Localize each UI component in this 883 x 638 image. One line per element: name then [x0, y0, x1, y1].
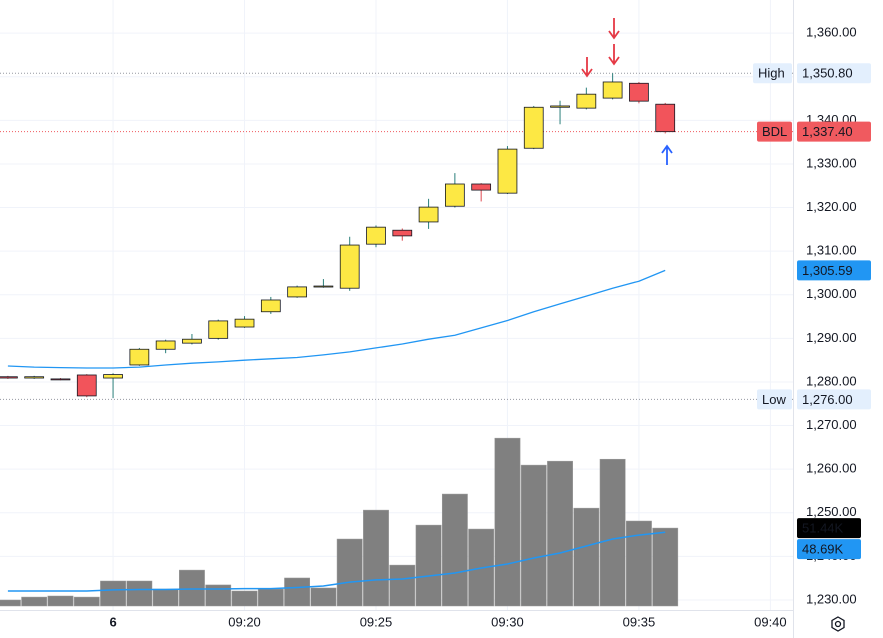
volume-bar — [47, 595, 74, 607]
volume-bar — [468, 528, 495, 607]
volume-ma-value-box — [797, 539, 861, 560]
y-tick-label: 1,320.00 — [806, 199, 857, 214]
candle-body — [445, 183, 465, 207]
candle-body — [155, 340, 176, 350]
signal-arrows — [581, 18, 673, 165]
candle-body — [392, 229, 413, 237]
candle-body — [550, 105, 570, 108]
sell-signal — [581, 18, 620, 78]
volume-bar — [310, 587, 337, 607]
last-label: BDL — [762, 124, 787, 139]
x-tick-label: 09:25 — [360, 614, 393, 629]
x-tick-label: 09:40 — [754, 614, 787, 629]
x-tick-label: 09:20 — [228, 614, 261, 629]
volume-bar — [179, 569, 205, 607]
ma-value-box — [797, 260, 871, 281]
y-tick-label: 1,360.00 — [806, 25, 857, 40]
volume-bar — [73, 596, 100, 607]
y-tick-label: 1,300.00 — [806, 286, 857, 301]
candle-body — [523, 106, 544, 149]
ma-value: 1,305.59 — [802, 263, 853, 278]
volume-bar — [573, 507, 600, 607]
candle-body — [655, 103, 676, 133]
volume-bar — [547, 460, 573, 607]
volume-bar — [152, 588, 179, 607]
candle-body — [182, 338, 202, 344]
high-value: 1,350.80 — [802, 66, 853, 81]
ma-line — [7, 269, 666, 369]
high-value-box — [797, 63, 871, 84]
volume-bar — [231, 590, 258, 607]
x-tick-label: 09:35 — [623, 614, 656, 629]
y-tick-label: 1,330.00 — [806, 155, 857, 170]
volume-bar — [100, 580, 126, 607]
volume-ma-line — [7, 531, 666, 592]
candle-body — [260, 299, 281, 313]
high-label: High — [758, 66, 785, 81]
low-label: Low — [762, 392, 786, 407]
low-value: 1,276.00 — [802, 392, 853, 407]
y-tick-label: 1,230.00 — [806, 591, 857, 606]
last-value-box — [797, 121, 871, 142]
candle-body — [129, 348, 150, 366]
volume-bar — [363, 509, 389, 607]
candle-body — [313, 285, 334, 288]
volume-value-box — [797, 518, 861, 539]
last-value: 1,337.40 — [802, 124, 853, 139]
candle-body — [629, 82, 649, 102]
volume-bar — [652, 527, 679, 607]
volume-bar — [520, 464, 547, 607]
y-tick-label: 1,250.00 — [806, 504, 857, 519]
y-tick-label: 1,260.00 — [806, 461, 857, 476]
volume-value: 51.44K — [802, 521, 844, 536]
candle-body — [50, 378, 71, 381]
volume-bar — [21, 596, 48, 607]
volume-bar — [336, 538, 363, 607]
candle-body — [208, 320, 229, 339]
y-tick-label: 1,290.00 — [806, 330, 857, 345]
low-label-box — [757, 389, 792, 410]
candle-body — [366, 226, 386, 245]
volume-bar — [126, 580, 153, 607]
candle-body — [103, 374, 123, 379]
candle-body — [287, 286, 307, 298]
volume-ma-value: 48.69K — [802, 542, 844, 557]
last-label-box — [757, 121, 792, 142]
x-tick-label: 09:30 — [491, 614, 524, 629]
candle-body — [339, 244, 360, 289]
buy-signal — [661, 144, 673, 165]
volume-bar — [599, 458, 626, 607]
y-tick-label: 1,280.00 — [806, 373, 857, 388]
volume-bar — [441, 493, 468, 607]
candle-body — [0, 376, 18, 379]
candle-body — [76, 374, 97, 397]
volume-bar — [284, 577, 311, 607]
x-tick-label: 6 — [109, 614, 116, 629]
candle-body — [602, 81, 623, 99]
candle-body — [576, 93, 597, 109]
y-tick-label: 1,310.00 — [806, 243, 857, 258]
volume-bar — [0, 599, 21, 607]
candle-body — [497, 148, 518, 194]
candle-body — [24, 376, 45, 379]
y-tick-label: 1,270.00 — [806, 417, 857, 432]
volume-bar — [257, 588, 284, 607]
volume-bar — [494, 437, 521, 607]
candle-body — [234, 318, 255, 328]
volume-bar — [415, 524, 442, 607]
volume-bar — [205, 584, 232, 607]
high-label-box — [753, 63, 792, 84]
candle-body — [418, 206, 439, 223]
low-value-box — [797, 389, 871, 410]
candle-body — [471, 183, 492, 191]
volume-bar — [389, 564, 416, 607]
settings-icon[interactable] — [831, 616, 845, 632]
